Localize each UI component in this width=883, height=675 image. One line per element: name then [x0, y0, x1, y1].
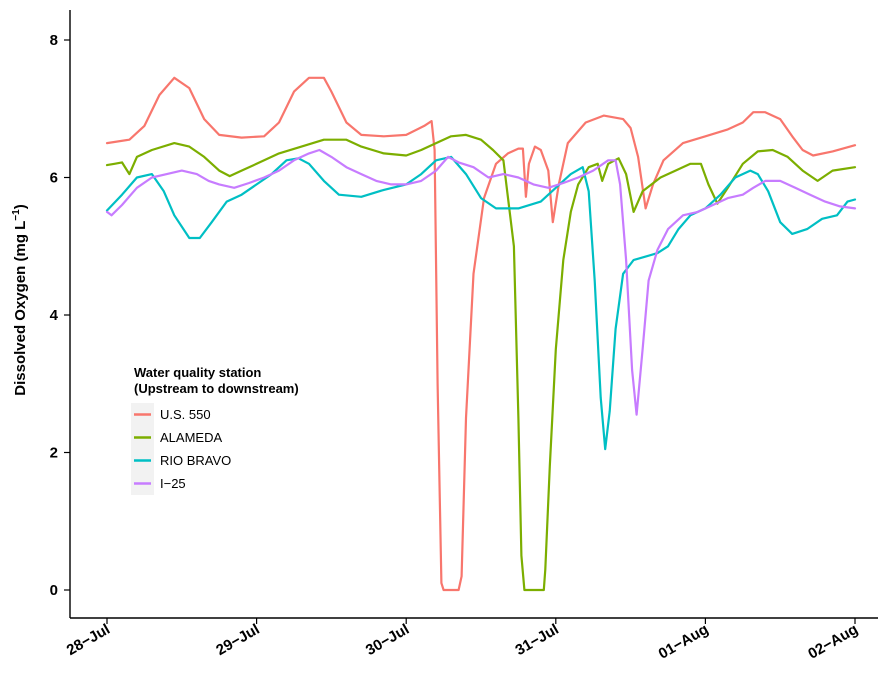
- legend-title-line1: Water quality station: [134, 365, 261, 380]
- series-line-2: [105, 133, 857, 592]
- x-tick-label: 01−Aug: [656, 621, 712, 663]
- x-tick-label: 02−Aug: [805, 621, 861, 663]
- series-line-4: [105, 148, 857, 416]
- y-tick-label: 6: [50, 170, 58, 187]
- series-line-3: [105, 155, 857, 451]
- legend-label: ALAMEDA: [160, 430, 222, 445]
- y-tick-label: 0: [50, 582, 58, 599]
- series-line-1: [105, 76, 857, 592]
- legend: Water quality station (Upstream to downs…: [131, 365, 299, 495]
- legend-label: RIO BRAVO: [160, 453, 231, 468]
- legend-title-line2: (Upstream to downstream): [134, 381, 299, 396]
- x-tick-label: 28−Jul: [64, 621, 113, 659]
- ticks-layer: 0 2 4 6 8 28−Jul 29−Jul 30−Jul 31−Jul 01−Aug 02−Au…: [50, 32, 861, 663]
- y-axis-title-close: ): [12, 204, 29, 209]
- legend-items: U.S. 550 ALAMEDA RIO BRAVO I−25: [131, 403, 231, 495]
- y-axis-title-superscript: −1: [11, 209, 22, 221]
- x-tick-label: 31−Jul: [512, 621, 561, 659]
- series-layer: [105, 76, 857, 592]
- axes-layer: [69, 10, 878, 619]
- x-tick-label: 30−Jul: [363, 621, 412, 659]
- y-tick-label: 8: [50, 32, 58, 49]
- x-tick-label: 29−Jul: [213, 621, 262, 659]
- y-axis-title: Dissolved Oxygen (mg L−1): [11, 204, 29, 395]
- legend-label: I−25: [160, 476, 186, 491]
- legend-label: U.S. 550: [160, 407, 211, 422]
- y-tick-label: 2: [50, 445, 58, 462]
- y-tick-label: 4: [50, 307, 59, 324]
